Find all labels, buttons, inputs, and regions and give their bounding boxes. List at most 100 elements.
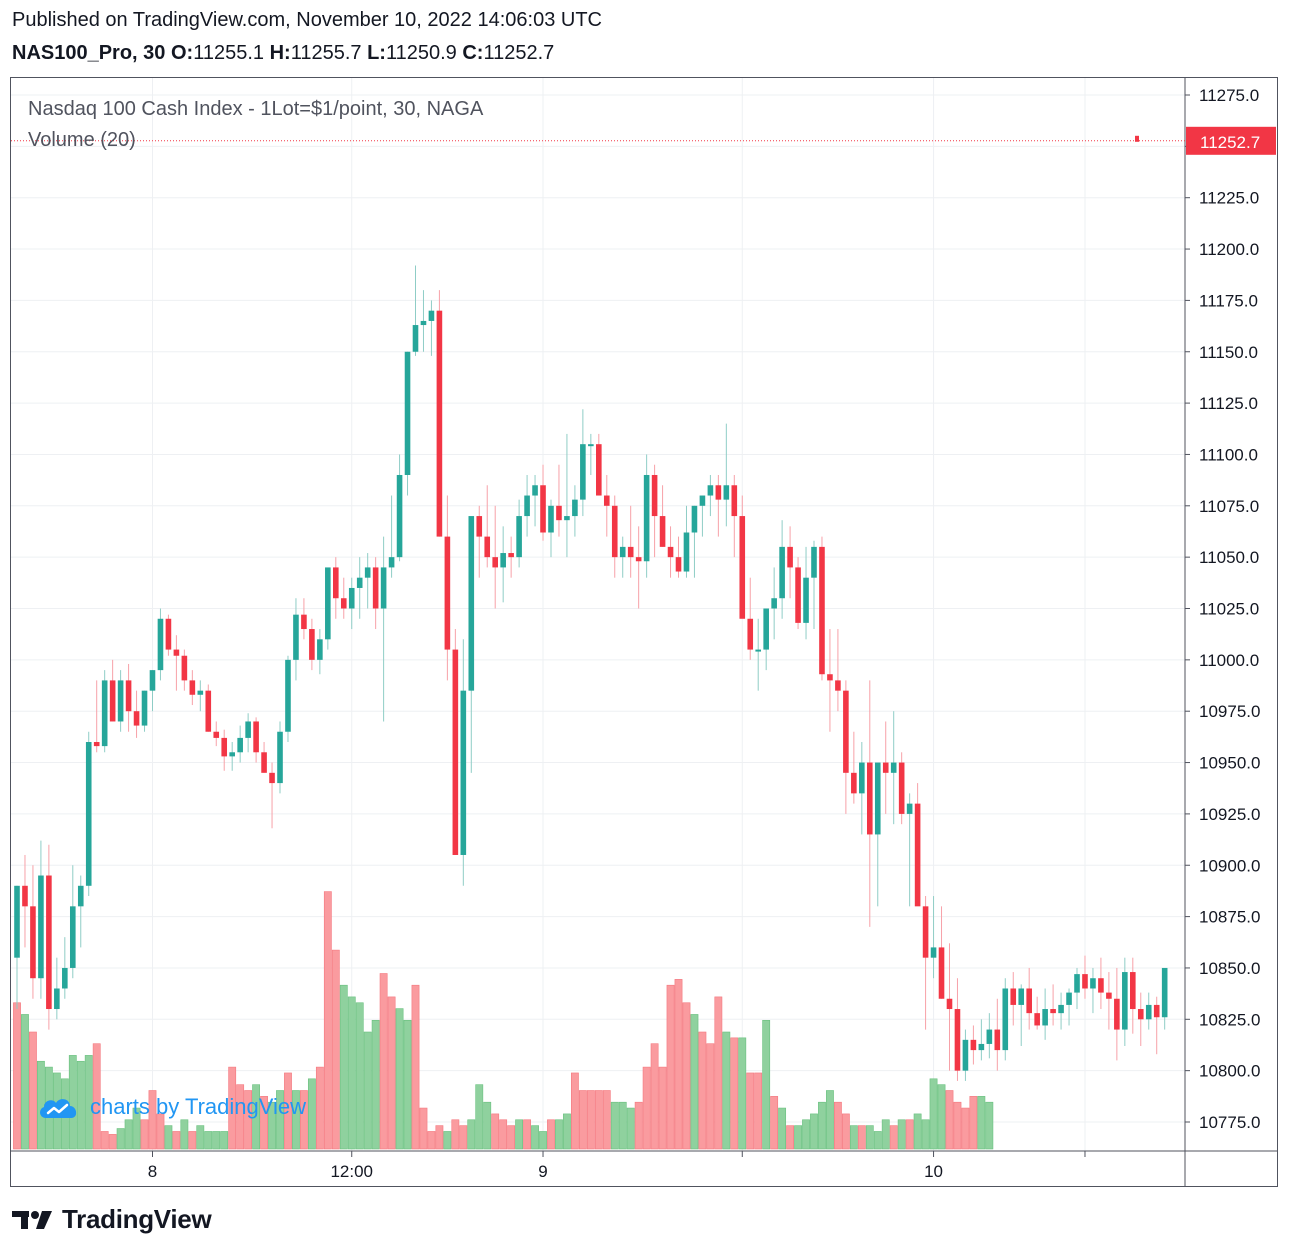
volume-bar xyxy=(826,1090,834,1150)
y-tick-label: 11100.0 xyxy=(1199,445,1258,464)
candle-body xyxy=(906,803,913,814)
volume-bar xyxy=(730,1037,739,1150)
candle-body xyxy=(452,649,459,855)
candle-body xyxy=(946,998,953,1010)
volume-bar xyxy=(794,1125,802,1150)
candle-body xyxy=(922,906,929,958)
candle-body xyxy=(293,614,299,660)
volume-layer xyxy=(13,891,994,1150)
candle-body xyxy=(428,310,435,321)
volume-bar xyxy=(953,1101,962,1150)
volume-bar xyxy=(68,1055,77,1150)
volume-bar xyxy=(977,1096,986,1150)
volume-bar xyxy=(937,1084,946,1150)
low-label: L: xyxy=(367,42,386,64)
volume-bar xyxy=(810,1113,818,1150)
candle-layer xyxy=(14,135,1168,1081)
volume-bar xyxy=(897,1119,906,1150)
last-price-badge xyxy=(1186,126,1276,155)
candle-body xyxy=(189,680,196,695)
candle-body xyxy=(205,690,212,732)
candle-body xyxy=(1026,988,1032,1014)
candle-body xyxy=(1122,972,1128,1030)
candle-body xyxy=(213,731,220,738)
candle-body xyxy=(125,680,132,712)
candle-body xyxy=(580,444,586,500)
volume-bar xyxy=(148,1090,157,1150)
volume-bar xyxy=(180,1119,189,1150)
y-tick-label: 10975.0 xyxy=(1199,702,1260,721)
candle-body xyxy=(986,1029,993,1044)
candle-body xyxy=(970,1039,977,1051)
candle-body xyxy=(30,906,36,979)
volume-bar xyxy=(881,1119,890,1150)
volume-bar xyxy=(363,1031,372,1150)
candle-body xyxy=(747,618,754,650)
candle-body xyxy=(54,988,60,1010)
volume-bar xyxy=(626,1107,635,1150)
volume-bar xyxy=(347,996,356,1150)
candle-body xyxy=(787,546,793,568)
candle-body xyxy=(476,516,483,537)
x-tick-label: 8 xyxy=(148,1162,157,1181)
y-tick-label: 11125.0 xyxy=(1199,394,1258,413)
volume-bar xyxy=(857,1125,866,1150)
candle-body xyxy=(675,557,682,572)
y-tick-label: 10925.0 xyxy=(1199,805,1260,824)
volume-bar xyxy=(252,1084,260,1150)
tradingview-brand[interactable]: TradingView xyxy=(12,1204,212,1235)
volume-bar xyxy=(523,1119,531,1150)
volume-bar xyxy=(594,1090,603,1150)
candle-body xyxy=(508,553,514,558)
candle-body xyxy=(1074,974,1080,993)
volume-bar xyxy=(21,1014,29,1150)
volume-bar xyxy=(76,1060,85,1150)
candle-body xyxy=(659,516,666,547)
candle-body xyxy=(285,659,291,732)
candle-body xyxy=(859,762,865,794)
volume-bar xyxy=(746,1072,755,1150)
y-tick-label: 10775.0 xyxy=(1199,1113,1260,1132)
candle-body xyxy=(524,495,530,517)
tradingview-watermark[interactable]: charts by TradingView xyxy=(36,1094,306,1120)
volume-bar xyxy=(586,1090,595,1150)
y-tick-label: 11275.0 xyxy=(1199,86,1259,105)
candle-body xyxy=(388,557,395,568)
candle-body xyxy=(460,690,467,855)
candle-body xyxy=(492,557,498,568)
candle-body xyxy=(500,553,506,568)
candle-body xyxy=(14,885,20,958)
candle-body xyxy=(755,649,762,652)
candle-body xyxy=(843,690,849,773)
candle-body xyxy=(420,320,427,326)
volume-bar xyxy=(706,1043,715,1150)
candle-body xyxy=(1066,992,1072,1005)
candle-body xyxy=(157,618,164,671)
volume-bar xyxy=(786,1125,794,1150)
volume-bar xyxy=(491,1113,500,1150)
cloud-icon xyxy=(40,1099,77,1118)
candle-body xyxy=(516,516,522,558)
candle-body xyxy=(723,485,730,500)
candle-body xyxy=(253,721,259,753)
candle-body xyxy=(436,310,443,537)
candle-body xyxy=(938,947,945,999)
open-label: O: xyxy=(170,42,194,64)
candle-body xyxy=(882,762,889,773)
candle-body xyxy=(22,885,28,907)
volume-bar xyxy=(563,1113,571,1150)
chart-frame[interactable] xyxy=(10,77,1278,1187)
volume-bar xyxy=(865,1125,874,1150)
candle-body xyxy=(181,655,188,681)
candle-body xyxy=(1161,967,1168,1018)
candle-body xyxy=(277,731,283,784)
volume-bar xyxy=(292,1090,300,1150)
candle-body xyxy=(38,875,44,979)
volume-bar xyxy=(244,1090,253,1150)
candle-body xyxy=(165,618,172,650)
volume-bar xyxy=(818,1101,826,1150)
high-label: H: xyxy=(269,42,291,64)
volume-bar xyxy=(196,1125,205,1150)
volume-bar xyxy=(539,1131,547,1150)
